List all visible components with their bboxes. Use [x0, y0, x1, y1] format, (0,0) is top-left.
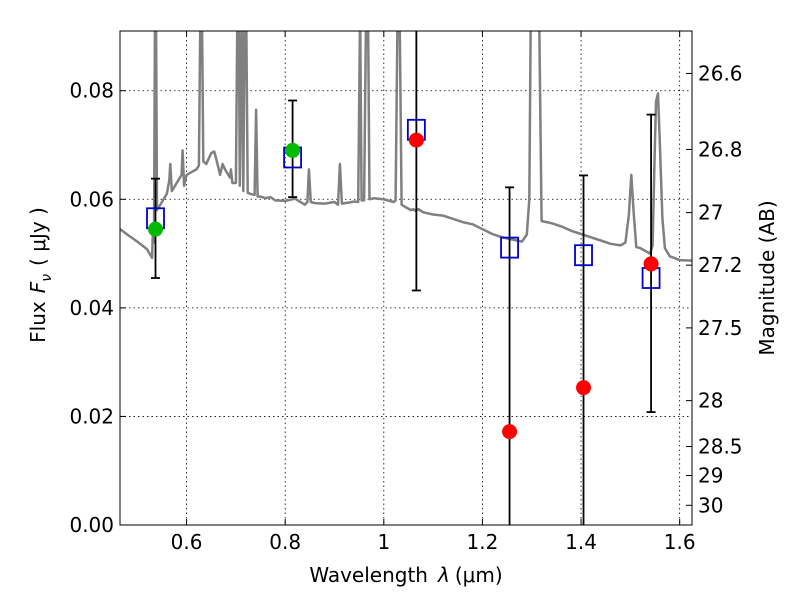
- x-axis-label-unit: (μm): [455, 563, 503, 587]
- y-tick-label: 0.00: [69, 513, 114, 537]
- mag-tick-label: 26.8: [698, 137, 743, 161]
- grid-lines: [120, 31, 692, 526]
- y-axis-label-symbol: F: [26, 281, 50, 293]
- data-point[interactable]: [502, 424, 518, 440]
- x-tick-label: 1.2: [467, 530, 499, 554]
- y2-axis-label: Magnitude (AB): [755, 200, 779, 355]
- model-photometry-square: [574, 244, 593, 267]
- y-tick-label: 0.08: [69, 79, 114, 103]
- mag-tick-label: 28: [698, 389, 723, 413]
- y-axis-label: Flux Fν ( μJy ): [26, 207, 55, 343]
- y-axis-label-text: Flux: [26, 301, 50, 343]
- x-tick-label: 1: [377, 530, 390, 554]
- data-point[interactable]: [408, 132, 424, 148]
- x-axis-label: Wavelength λ (μm): [309, 563, 502, 587]
- mag-tick-label: 27.2: [698, 253, 743, 277]
- model-sed-line: [120, 31, 692, 262]
- y-tick-label: 0.02: [69, 404, 114, 428]
- mag-tick-label: 27.5: [698, 316, 743, 340]
- x-tick-label: 0.8: [269, 530, 301, 554]
- mag-tick-label: 29: [698, 463, 723, 487]
- data-point[interactable]: [148, 221, 164, 237]
- x-axis-label-symbol: λ: [437, 563, 450, 587]
- data-point[interactable]: [285, 142, 301, 158]
- data-point[interactable]: [576, 380, 592, 396]
- y-tick-label: 0.04: [69, 296, 114, 320]
- mag-tick-label: 28.5: [698, 435, 743, 459]
- x-axis-label-text: Wavelength: [309, 563, 428, 587]
- y-tick-label: 0.06: [69, 187, 114, 211]
- y-axis-label-subscript: ν: [39, 274, 55, 282]
- x-tick-label: 1.4: [565, 530, 597, 554]
- mag-tick-label: 30: [698, 493, 723, 517]
- axis-ticks: 0.6 0.8 1 1.2 1.4 1.6 0.00 0.02 0.04 0.06 0.08 26.6…: [69, 31, 743, 554]
- x-tick-label: 1.6: [664, 530, 696, 554]
- mag-tick-label: 26.6: [698, 61, 743, 85]
- mag-tick-label: 27: [698, 201, 723, 225]
- model-photometry-square: [500, 236, 519, 259]
- plot-area: [120, 31, 692, 525]
- y-axis-label-unit: ( μJy ): [26, 207, 50, 266]
- plot-frame: [119, 30, 693, 526]
- x-tick-label: 0.6: [171, 530, 203, 554]
- data-point[interactable]: [643, 256, 659, 272]
